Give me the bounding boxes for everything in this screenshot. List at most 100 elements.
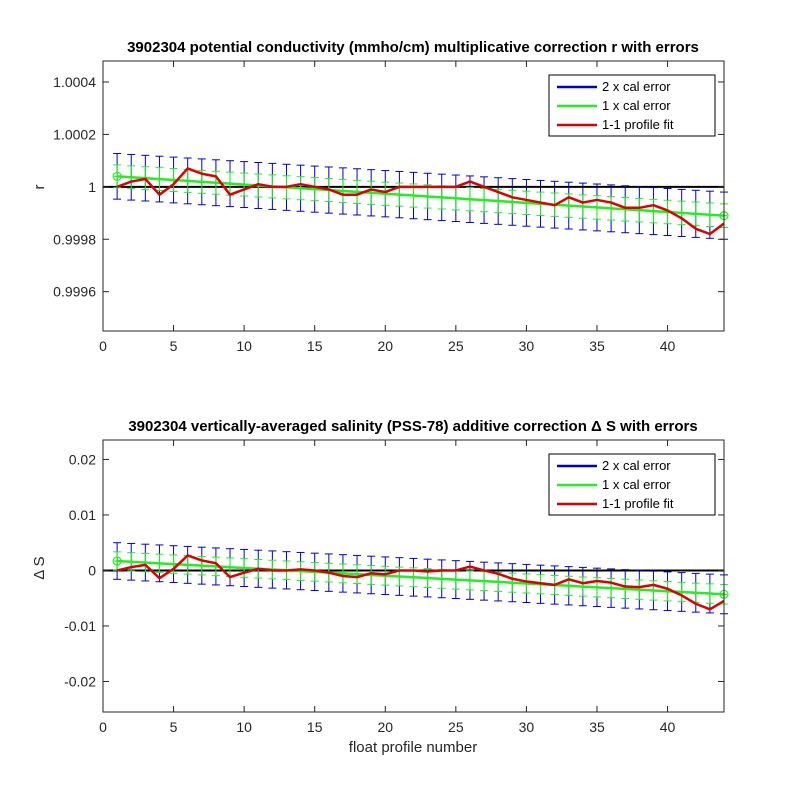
trend-marker (466, 196, 473, 203)
y-tick-label: -0.01 (64, 618, 96, 634)
x-tick-label: 30 (519, 338, 535, 354)
axes-frame (102, 60, 725, 332)
trend-marker (608, 205, 615, 212)
y-tick-label: 0.02 (69, 451, 96, 467)
legend-label-1x-cal: 1 x cal error (602, 477, 671, 492)
trend-marker (424, 575, 431, 582)
x-tick-label: 10 (236, 719, 252, 735)
trend-marker (297, 185, 304, 192)
trend-marker (410, 192, 417, 199)
x-tick-label: 30 (519, 719, 535, 735)
trend-marker (509, 198, 516, 205)
trend-marker (452, 576, 459, 583)
y-tick-label: -0.02 (64, 673, 96, 689)
y-tick-label: 1.0004 (53, 74, 96, 90)
trend-marker (184, 561, 191, 568)
chart-salinity-correction: 3902304 vertically-averaged salinity (PS… (31, 418, 729, 756)
trend-marker (466, 577, 473, 584)
x-tick-label: 15 (307, 338, 323, 354)
trend-marker (227, 564, 234, 571)
trend-marker (692, 210, 699, 217)
trend-marker (706, 590, 713, 597)
trend-end-marker (112, 171, 122, 181)
trend-marker (593, 584, 600, 591)
x-tick-label: 35 (589, 719, 605, 735)
trend-marker (396, 573, 403, 580)
x-tick-label: 20 (377, 719, 393, 735)
trend-marker (170, 561, 177, 568)
chart-title: 3902304 potential conductivity (mmho/cm)… (127, 39, 699, 56)
trend-marker (198, 178, 205, 185)
x-tick-label: 5 (170, 719, 178, 735)
trend-marker (184, 177, 191, 184)
y-tick-label: 0.9996 (53, 284, 96, 300)
trend-marker (170, 176, 177, 183)
trend-marker (424, 193, 431, 200)
axes-frame (102, 439, 725, 713)
legend-label-profile-fit: 1-1 profile fit (602, 117, 674, 132)
x-tick-label: 0 (99, 719, 107, 735)
trend-marker (128, 558, 135, 565)
y-tick-label: 0.01 (69, 507, 96, 523)
trend-marker (608, 585, 615, 592)
x-tick-label: 5 (170, 338, 178, 354)
trend-marker (481, 197, 488, 204)
trend-marker (114, 173, 121, 180)
legend-label-profile-fit: 1-1 profile fit (602, 496, 674, 511)
y-tick-label: 0 (88, 562, 96, 578)
legend: 2 x cal error 1 x cal error 1-1 profile … (548, 74, 716, 137)
trend-marker (650, 587, 657, 594)
profile-fit-line (116, 167, 725, 236)
trend-marker (114, 558, 121, 565)
trend-marker (678, 588, 685, 595)
trend-marker (368, 189, 375, 196)
x-tick-label: 20 (377, 338, 393, 354)
trend-marker (396, 191, 403, 198)
chart-title: 3902304 vertically-averaged salinity (PS… (128, 418, 697, 435)
trend-marker (212, 179, 219, 186)
chart-conductivity-correction: 3902304 potential conductivity (mmho/cm)… (31, 39, 729, 354)
trend-marker (565, 582, 572, 589)
trend-marker (438, 575, 445, 582)
legend-label-2x-cal: 2 x cal error (602, 79, 671, 94)
trend-marker (339, 187, 346, 194)
x-tick-label: 15 (307, 719, 323, 735)
x-tick-label: 25 (448, 719, 464, 735)
trend-marker (452, 195, 459, 202)
trend-marker (692, 589, 699, 596)
trend-marker (678, 209, 685, 216)
y-tick-label: 1 (88, 179, 96, 195)
trend-marker (128, 174, 135, 181)
y-tick-label: 0.9998 (53, 231, 96, 247)
x-tick-label: 25 (448, 338, 464, 354)
trend-end-marker (112, 556, 122, 566)
trend-marker (438, 194, 445, 201)
legend-label-1x-cal: 1 x cal error (602, 98, 671, 113)
trend-marker (706, 211, 713, 218)
y-tick-label: 1.0002 (53, 126, 96, 142)
trend-marker (156, 560, 163, 567)
trend-marker (650, 208, 657, 215)
trend-marker (156, 176, 163, 183)
legend: 2 x cal error 1 x cal error 1-1 profile … (548, 453, 716, 516)
x-tick-label: 0 (99, 338, 107, 354)
x-tick-label: 40 (660, 719, 676, 735)
profile-fit-line (116, 554, 725, 611)
trend-marker (410, 574, 417, 581)
trend-marker (579, 583, 586, 590)
trend-marker (241, 564, 248, 571)
trend-marker (495, 198, 502, 205)
trend-marker (495, 578, 502, 585)
trend-marker (198, 562, 205, 569)
trend-marker (593, 204, 600, 211)
x-tick-label: 10 (236, 338, 252, 354)
trend-marker (509, 579, 516, 586)
trend-marker (241, 181, 248, 188)
x-tick-label: 35 (589, 338, 605, 354)
trend-marker (481, 578, 488, 585)
trend-marker (565, 202, 572, 209)
trend-marker (579, 203, 586, 210)
x-tick-label: 40 (660, 338, 676, 354)
legend-label-2x-cal: 2 x cal error (602, 458, 671, 473)
